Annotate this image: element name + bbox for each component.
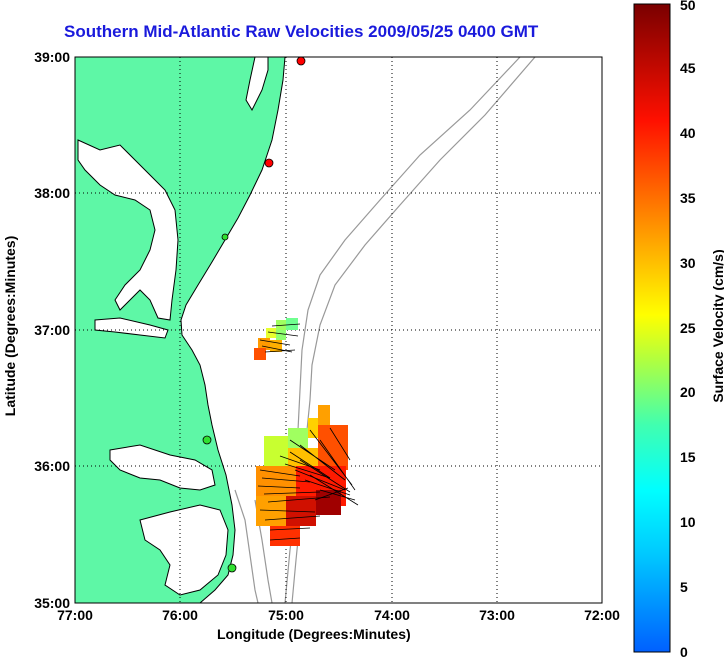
y-tick-label: 35:00: [34, 595, 70, 611]
water-chesapeake: [77, 139, 179, 321]
y-axis-label: Latitude (Degrees:Minutes): [2, 235, 18, 417]
colorbar-tick-label: 50: [680, 0, 696, 13]
station-marker: [264, 158, 274, 168]
colorbar-label: Surface Velocity (cm/s): [710, 249, 724, 403]
y-tick-labels: 39:00 38:00 37:00 36:00 35:00: [34, 49, 70, 611]
colorbar-tick-label: 40: [680, 125, 696, 141]
y-tick-label: 36:00: [34, 458, 70, 474]
y-tick-label: 39:00: [34, 49, 70, 65]
colorbar-tick-label: 45: [680, 60, 696, 76]
colorbar-tick-label: 15: [680, 449, 696, 465]
x-tick-label: 77:00: [57, 607, 93, 623]
y-tick-label: 38:00: [34, 185, 70, 201]
water-albemarle: [109, 444, 216, 491]
colorbar-tick-label: 0: [680, 644, 688, 659]
x-axis-label: Longitude (Degrees:Minutes): [217, 626, 411, 642]
colorbar-tick-label: 25: [680, 320, 696, 336]
x-tick-label: 76:00: [162, 607, 198, 623]
x-tick-label: 73:00: [479, 607, 515, 623]
station-marker: [221, 233, 229, 241]
station-marker: [227, 563, 237, 573]
map-title: Southern Mid-Atlantic Raw Velocities 200…: [64, 22, 539, 41]
colorbar-tick-label: 30: [680, 255, 696, 271]
y-tick-label: 37:00: [34, 322, 70, 338]
water-james: [94, 317, 169, 339]
station-marker: [202, 435, 212, 445]
x-tick-label: 72:00: [584, 607, 620, 623]
x-tick-label: 74:00: [374, 607, 410, 623]
plot-frame: [74, 56, 603, 604]
colorbar-tick-label: 20: [680, 384, 696, 400]
colorbar: [633, 3, 671, 653]
colorbar-tick-label: 35: [680, 190, 696, 206]
water-delaware: [245, 57, 269, 112]
water-pamlico: [139, 504, 229, 596]
colorbar-tick-label: 10: [680, 514, 696, 530]
x-tick-label: 75:00: [268, 607, 304, 623]
colorbar-tick-labels: 0 5 10 15 20 25 30 35 40 45 50: [680, 0, 696, 659]
colorbar-tick-label: 5: [680, 579, 688, 595]
station-marker: [296, 57, 306, 66]
velocity-arrows: [257, 323, 359, 541]
x-tick-labels: 77:00 76:00 75:00 74:00 73:00 72:00: [57, 607, 620, 623]
